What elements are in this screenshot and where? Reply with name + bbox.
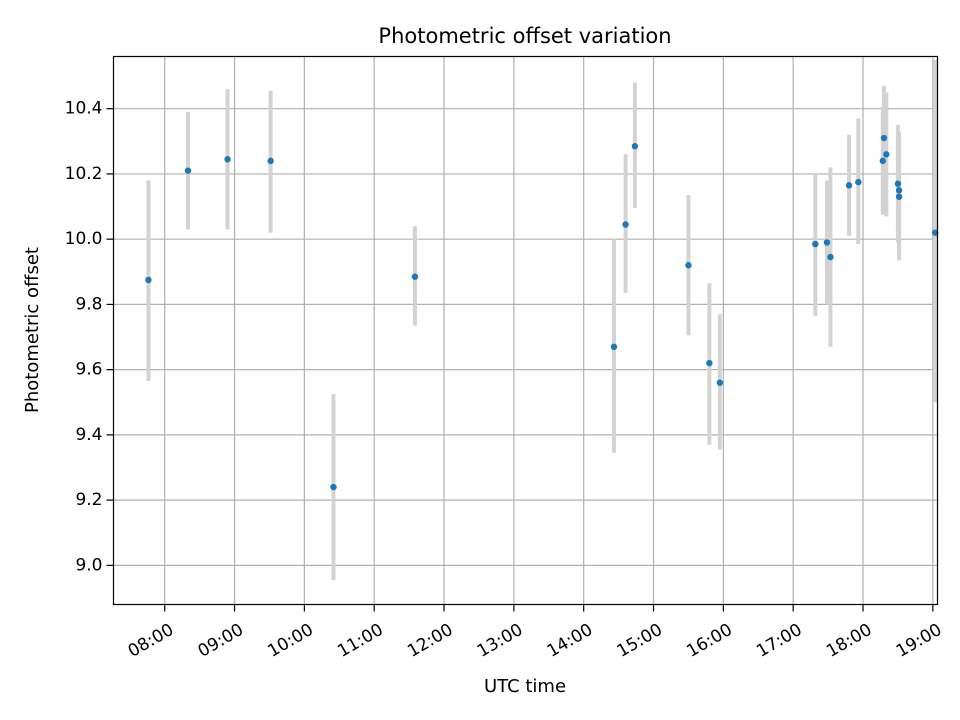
data-point: [685, 262, 692, 269]
y-tick-label: 9.8: [75, 294, 102, 314]
y-tick-label: 9.6: [75, 360, 102, 380]
data-point: [610, 343, 618, 351]
data-point: [622, 221, 629, 228]
data-point: [823, 239, 831, 246]
y-tick-label: 9.0: [75, 555, 102, 575]
data-point: [716, 379, 724, 386]
data-point: [411, 273, 419, 280]
data-point: [145, 276, 152, 284]
y-tick-label: 10.4: [65, 99, 103, 119]
chart-title: Photometric offset variation: [378, 24, 671, 48]
data-point: [812, 240, 819, 248]
data-point: [879, 157, 886, 165]
y-axis: 9.0 9.2 9.4 9.6 9.8 10.0 10.2 10.4: [65, 99, 114, 575]
data-point: [880, 134, 888, 142]
x-axis-label: UTC time: [484, 676, 566, 697]
data-point: [184, 167, 192, 174]
data-point: [855, 178, 862, 186]
data-point: [267, 157, 274, 165]
data-point: [827, 253, 834, 261]
y-tick-label: 9.2: [75, 490, 102, 510]
data-point: [845, 182, 853, 189]
data-point: [883, 151, 890, 158]
y-tick-label: 10.2: [65, 164, 103, 184]
data-point: [931, 229, 939, 236]
y-axis-label: Photometric offset: [22, 247, 43, 413]
data-point: [330, 483, 337, 491]
data-point: [894, 180, 902, 187]
data-point: [631, 143, 639, 150]
data-point: [895, 187, 903, 194]
y-tick-label: 10.0: [65, 229, 103, 249]
grid: [113, 56, 938, 605]
data-point: [706, 359, 713, 367]
plot-frame: [112, 55, 939, 606]
data-point: [895, 193, 903, 200]
data-points: [145, 134, 939, 491]
y-tick-label: 9.4: [75, 425, 102, 445]
data-point: [224, 156, 231, 163]
